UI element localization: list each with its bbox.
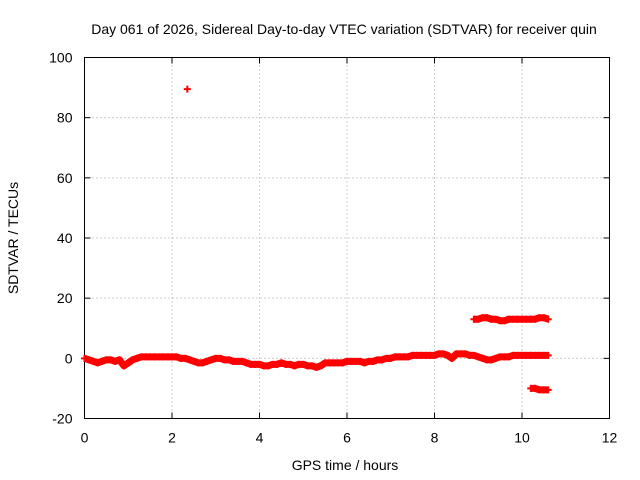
y-tick-label: 40 <box>57 230 73 246</box>
x-tick-label: 8 <box>431 430 439 446</box>
series-band <box>530 384 549 394</box>
series-lower-segment <box>527 384 552 394</box>
chart-title: Day 061 of 2026, Sidereal Day-to-day VTE… <box>91 21 597 37</box>
x-tick-label: 6 <box>343 430 351 446</box>
y-tick-label: 0 <box>65 350 73 366</box>
series-band <box>83 350 549 371</box>
y-tick-label: 100 <box>49 50 73 66</box>
x-tick-label: 10 <box>514 430 530 446</box>
series-outlier <box>183 85 191 93</box>
x-tick-label: 12 <box>602 430 618 446</box>
series-band <box>473 314 550 325</box>
y-tick-label: 60 <box>57 170 73 186</box>
data-point <box>183 85 191 93</box>
x-tick-label: 2 <box>168 430 176 446</box>
y-tick-label: 20 <box>57 290 73 306</box>
y-tick-label: 80 <box>57 110 73 126</box>
x-tick-labels: 0 2 4 6 8 10 12 <box>81 430 618 446</box>
x-tick-label: 0 <box>81 430 89 446</box>
y-axis-title: SDTVAR / TECUs <box>5 182 21 294</box>
y-tick-labels: -20 0 20 40 60 80 100 <box>49 50 73 427</box>
x-axis-title: GPS time / hours <box>292 457 399 473</box>
series-main <box>81 350 552 371</box>
series-upper-segment <box>470 314 552 325</box>
y-tick-label: -20 <box>52 411 72 427</box>
data-points <box>81 85 552 394</box>
x-tick-label: 4 <box>256 430 264 446</box>
